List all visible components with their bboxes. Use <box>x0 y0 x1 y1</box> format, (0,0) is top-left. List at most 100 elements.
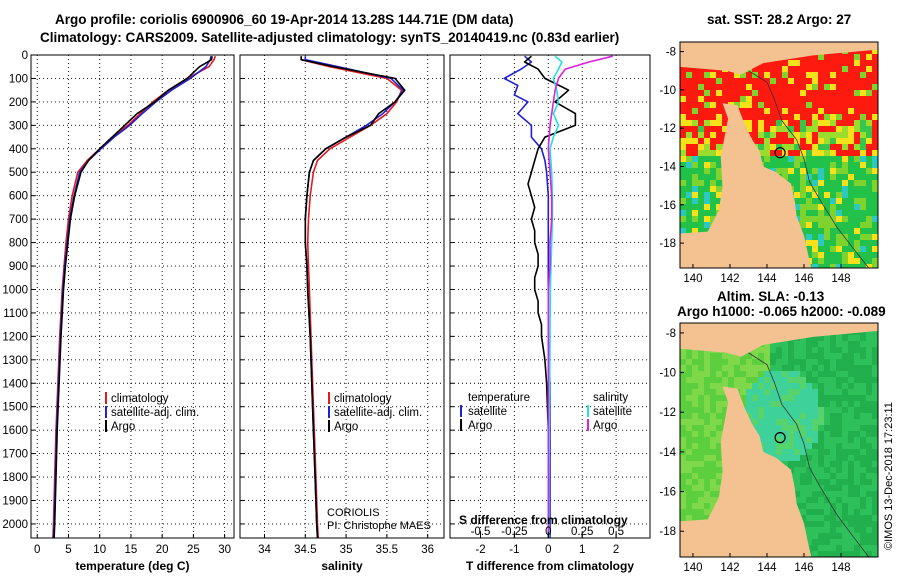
map-cell <box>776 126 782 132</box>
map-cell <box>776 383 782 389</box>
x-tick-label: 5 <box>65 544 71 556</box>
map-cell <box>830 186 836 192</box>
map-cell <box>788 377 794 383</box>
map-cell <box>812 84 818 90</box>
map-cell <box>866 437 872 443</box>
map-cell <box>824 425 830 431</box>
map-cell <box>704 144 710 150</box>
map-cell <box>854 503 860 509</box>
map-cell <box>680 377 686 383</box>
map-cell <box>764 84 770 90</box>
map-cell <box>794 192 800 198</box>
map-cell <box>710 455 716 461</box>
map-cell <box>692 473 698 479</box>
map-cell <box>848 545 854 551</box>
map-cell <box>860 150 866 156</box>
map-cell <box>782 347 788 353</box>
map-cell <box>746 126 752 132</box>
map-cell <box>812 539 818 545</box>
map-cell <box>842 78 848 84</box>
map-cell <box>710 461 716 467</box>
map-cell <box>872 258 878 264</box>
map-cell <box>866 138 872 144</box>
map-cell <box>872 264 878 268</box>
map-cell <box>866 419 872 425</box>
map-cell <box>830 443 836 449</box>
s-tick-label: -0.25 <box>501 526 527 538</box>
map-cell <box>842 389 848 395</box>
map-cell <box>872 527 878 533</box>
map-cell <box>812 72 818 78</box>
map-cell <box>860 521 866 527</box>
map-cell <box>800 485 806 491</box>
y-tick-label: 1200 <box>2 331 28 343</box>
map-cell <box>698 78 704 84</box>
map-cell <box>830 413 836 419</box>
map-cell <box>746 102 752 108</box>
map-cell <box>836 72 842 78</box>
map-cell <box>692 138 698 144</box>
map-cell <box>704 198 710 204</box>
map-cell <box>692 395 698 401</box>
map-cell <box>800 216 806 222</box>
map-cell <box>842 90 848 96</box>
map-cell <box>818 539 824 545</box>
map-cell <box>818 150 824 156</box>
map-cell <box>758 395 764 401</box>
map-cell <box>758 126 764 132</box>
map-cell <box>866 335 872 341</box>
map-cell <box>800 425 806 431</box>
map-cell <box>824 527 830 533</box>
map-cell <box>830 222 836 228</box>
map-cell <box>698 108 704 114</box>
map-cell <box>824 515 830 521</box>
map-cell <box>872 90 878 96</box>
map-cell <box>866 90 872 96</box>
map-cell <box>812 473 818 479</box>
map-cell <box>698 425 704 431</box>
map-cell <box>848 341 854 347</box>
map-cell <box>824 485 830 491</box>
map-cell <box>860 455 866 461</box>
map-cell <box>812 389 818 395</box>
map-cell <box>836 353 842 359</box>
map-cell <box>794 473 800 479</box>
map-cell <box>860 527 866 533</box>
map-cell <box>752 389 758 395</box>
map-cell <box>800 407 806 413</box>
map-cell <box>818 461 824 467</box>
map-cell <box>704 210 710 216</box>
map-cell <box>680 210 686 216</box>
map-cell <box>812 413 818 419</box>
map-cell <box>812 108 818 114</box>
map-cell <box>800 210 806 216</box>
map-cell <box>830 102 836 108</box>
map-cell <box>704 425 710 431</box>
map-cell <box>782 132 788 138</box>
map-cell <box>872 491 878 497</box>
map-cell <box>848 192 854 198</box>
map-cell <box>872 545 878 551</box>
map-cell <box>830 180 836 186</box>
map-cell <box>818 72 824 78</box>
map-cell <box>812 198 818 204</box>
map-cell <box>782 341 788 347</box>
map-cell <box>848 449 854 455</box>
map-cell <box>704 204 710 210</box>
map-cell <box>692 174 698 180</box>
map-cell <box>854 551 860 557</box>
map-cell <box>776 341 782 347</box>
map-cell <box>794 66 800 72</box>
map-cell <box>812 162 818 168</box>
map-cell <box>716 78 722 84</box>
map-cell <box>800 132 806 138</box>
map-cell <box>746 413 752 419</box>
map-cell <box>860 545 866 551</box>
map-cell <box>854 240 860 246</box>
map-cell <box>782 144 788 150</box>
map-cell <box>710 473 716 479</box>
y-tick-label: 600 <box>9 191 28 203</box>
map-cell <box>698 377 704 383</box>
map-cell <box>776 449 782 455</box>
map-cell <box>782 431 788 437</box>
